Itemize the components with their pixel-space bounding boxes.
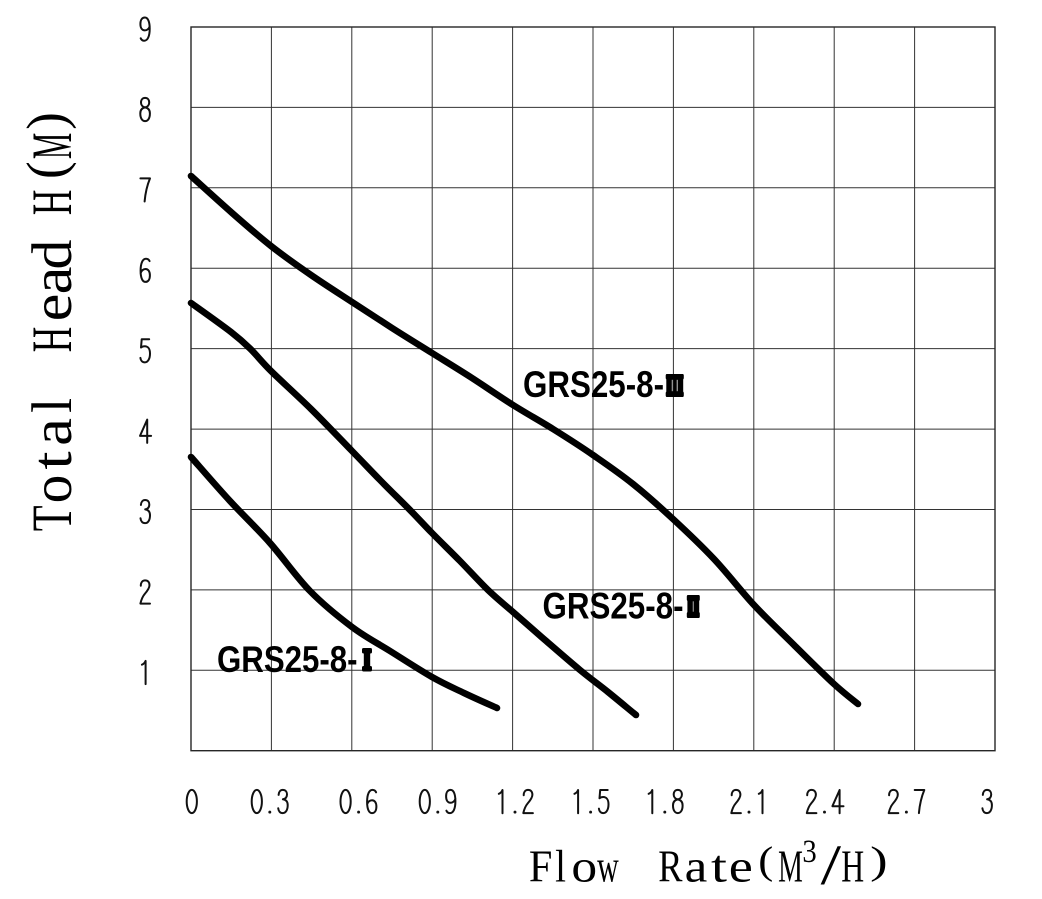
svg-text:): ) [16, 112, 77, 130]
svg-text:(: ( [16, 161, 77, 179]
svg-text:o: o [571, 840, 597, 892]
svg-text:(: ( [758, 840, 773, 882]
svg-text:o: o [21, 475, 84, 504]
svg-text:d: d [20, 240, 83, 270]
svg-text:l: l [21, 398, 85, 413]
svg-text:T: T [20, 506, 84, 532]
svg-text:M: M [21, 133, 84, 159]
svg-text:a: a [21, 267, 84, 295]
svg-text:a: a [21, 418, 84, 446]
svg-text:R: R [658, 840, 683, 891]
svg-text:H: H [22, 327, 85, 353]
svg-text:l: l [555, 842, 566, 893]
svg-text:): ) [870, 839, 887, 882]
svg-text:e: e [21, 294, 84, 322]
svg-text:GRS25-8-: GRS25-8- [543, 584, 684, 626]
svg-text:a: a [685, 841, 708, 892]
svg-text:t: t [21, 451, 84, 469]
svg-text:H: H [841, 841, 864, 892]
svg-text:GRS25-8-: GRS25-8- [523, 363, 664, 405]
svg-text:e: e [729, 840, 753, 891]
svg-text:t: t [711, 842, 728, 892]
svg-text:GRS25-8-: GRS25-8- [217, 638, 358, 680]
svg-text:H: H [22, 190, 85, 216]
svg-text:/: / [821, 834, 842, 898]
svg-text:M: M [778, 842, 803, 893]
svg-text:F: F [529, 841, 553, 892]
svg-text:3: 3 [802, 832, 816, 869]
svg-text:w: w [597, 841, 619, 892]
